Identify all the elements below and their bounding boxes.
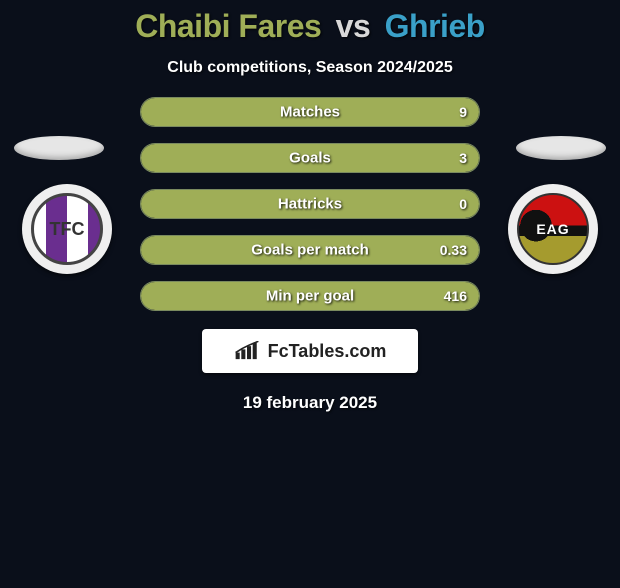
right-crest-label: EAG bbox=[517, 193, 589, 265]
stat-right-value: 0.33 bbox=[440, 242, 467, 258]
stat-row: Goals per match 0.33 bbox=[140, 235, 480, 265]
right-shadow-ellipse bbox=[516, 136, 606, 160]
stat-right-value: 3 bbox=[459, 150, 467, 166]
stat-row: Hattricks 0 bbox=[140, 189, 480, 219]
right-club-crest: EAG bbox=[508, 184, 598, 274]
stat-label: Goals per match bbox=[251, 242, 369, 259]
player1-name: Chaibi Fares bbox=[135, 8, 321, 44]
brand-badge: FcTables.com bbox=[202, 329, 418, 373]
stat-row: Goals 3 bbox=[140, 143, 480, 173]
comparison-title: Chaibi Fares vs Ghrieb bbox=[0, 8, 620, 45]
stat-row: Matches 9 bbox=[140, 97, 480, 127]
subtitle: Club competitions, Season 2024/2025 bbox=[0, 59, 620, 77]
left-club-crest: TFC bbox=[22, 184, 112, 274]
datestamp: 19 february 2025 bbox=[0, 393, 620, 413]
brand-text: FcTables.com bbox=[268, 341, 387, 362]
player2-name: Ghrieb bbox=[385, 8, 485, 44]
bars-icon bbox=[234, 341, 260, 361]
stat-right-value: 0 bbox=[459, 196, 467, 212]
stat-label: Goals bbox=[289, 150, 331, 167]
stat-label: Matches bbox=[280, 104, 340, 121]
left-crest-label: TFC bbox=[31, 193, 103, 265]
stat-row: Min per goal 416 bbox=[140, 281, 480, 311]
stat-label: Hattricks bbox=[278, 196, 342, 213]
left-shadow-ellipse bbox=[14, 136, 104, 160]
vs-separator: vs bbox=[336, 8, 371, 44]
stats-bars: Matches 9 Goals 3 Hattricks 0 Goals per match 0… bbox=[140, 97, 480, 311]
stat-label: Min per goal bbox=[266, 288, 354, 305]
stat-right-value: 9 bbox=[459, 104, 467, 120]
stat-right-value: 416 bbox=[444, 288, 467, 304]
